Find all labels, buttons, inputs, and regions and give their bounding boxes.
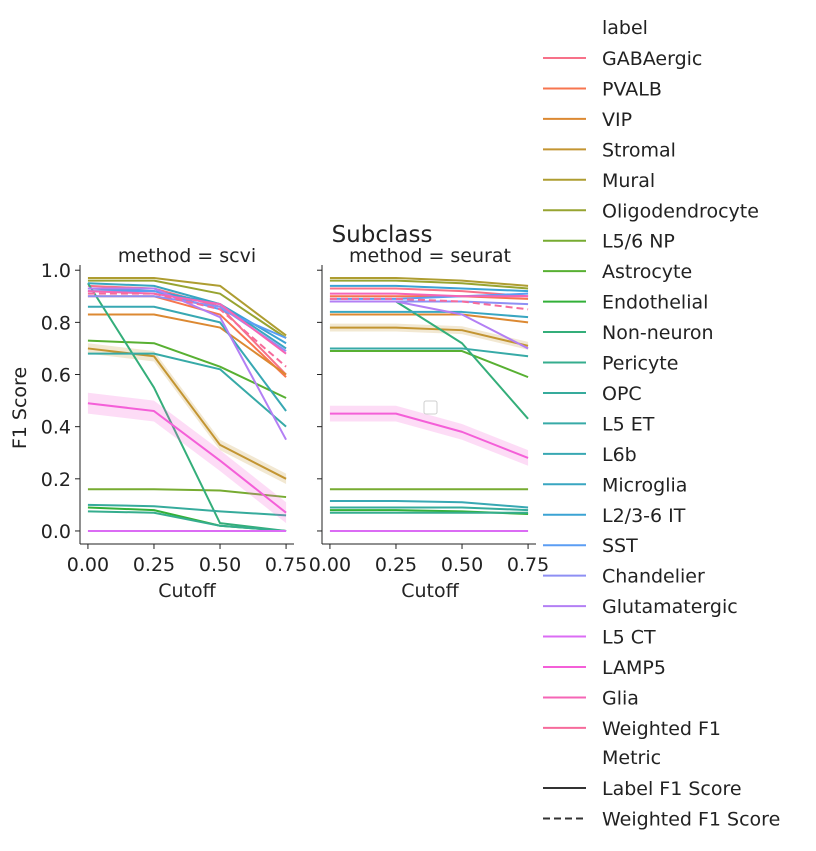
legend-label-pericyte: Pericyte xyxy=(602,353,678,375)
y-tick-label: 0.8 xyxy=(41,312,71,334)
ci-band-stromal xyxy=(87,343,287,485)
legend-label-l2-3-6-it: L2/3-6 IT xyxy=(602,505,686,527)
panel-title-seurat: method = seurat xyxy=(349,245,511,267)
series-line-l2-3-6-it xyxy=(329,284,529,293)
series-line-mural xyxy=(87,277,287,337)
series-line-weighted-f1 xyxy=(329,297,529,311)
legend-label-sst: SST xyxy=(602,535,638,557)
x-tick-label: 0.00 xyxy=(67,554,109,576)
legend-label-oligodendrocyte: Oligodendrocyte xyxy=(602,200,759,222)
series-lines-seurat xyxy=(329,277,529,532)
tick-labels-scvi: 0.00 0.25 0.50 0.75 0.0 0.2 0.4 0.6 0.8 1.0 xyxy=(41,260,307,576)
series-line-astrocyte xyxy=(87,339,287,399)
series-line-non-neuron xyxy=(87,282,287,532)
legend-metric-weighted-f1-score: Weighted F1 Score xyxy=(602,809,780,831)
legend-metric-label-f1-score: Label F1 Score xyxy=(602,778,742,800)
panel-title-scvi: method = scvi xyxy=(118,245,256,267)
x-tick-label: 0.75 xyxy=(265,554,307,576)
series-line-microglia xyxy=(87,282,287,350)
x-tick-label: 0.50 xyxy=(199,554,241,576)
legend-label-stromal: Stromal xyxy=(602,139,676,161)
series-line-l6b xyxy=(329,499,529,509)
panel-seurat: method = seurat Cutoff 0.00 0.25 0.50 0.75 xyxy=(309,245,549,602)
legend-label-l5-ct: L5 CT xyxy=(602,627,656,649)
series-line-l5-6-np xyxy=(87,488,287,499)
series-line-glia xyxy=(329,292,529,298)
series-line-glia xyxy=(87,290,287,355)
series-line-vip xyxy=(329,313,529,324)
series-line-l5-et xyxy=(87,352,287,428)
legend-label-chandelier: Chandelier xyxy=(602,566,705,588)
series-lines-scvi xyxy=(87,277,287,532)
series-line-glutamatergic xyxy=(329,300,529,350)
legend-metric-entries: Label F1 Score Weighted F1 Score xyxy=(543,778,780,831)
series-line-opc xyxy=(329,506,529,512)
series-line-lamp5 xyxy=(329,412,529,459)
series-line-vip xyxy=(87,313,287,376)
legend-label-microglia: Microglia xyxy=(602,474,687,496)
ci-band-lamp5 xyxy=(329,405,529,466)
series-line-pericyte xyxy=(87,510,287,532)
panel-scvi: method = scvi Cutoff 0.00 0.25 0.50 0.750.0… xyxy=(41,245,307,602)
empty-legend-box xyxy=(423,400,438,415)
series-line-oligodendrocyte xyxy=(87,279,287,339)
legend-title-label: label xyxy=(602,17,648,39)
series-line-pvalb xyxy=(87,295,287,378)
x-tick-label: 0.00 xyxy=(309,554,351,576)
series-line-pvalb xyxy=(329,295,529,300)
legend-label-glia: Glia xyxy=(602,687,639,709)
series-line-weighted-f1 xyxy=(87,292,287,368)
ci-band-lamp5 xyxy=(87,392,287,524)
legend-label-mural: Mural xyxy=(602,170,655,192)
series-line-oligodendrocyte xyxy=(329,279,529,290)
legend-label-l6b: L6b xyxy=(602,444,637,466)
legend-label-weighted-f1: Weighted F1 xyxy=(602,718,721,740)
series-line-opc xyxy=(87,503,287,517)
legend-label-entries: GABAergic PVALB VIP Stromal Mural Oligodendro… xyxy=(543,48,759,740)
y-tick-label: 0.4 xyxy=(41,417,71,439)
tick-labels-seurat: 0.00 0.25 0.50 0.75 xyxy=(309,269,549,576)
series-line-l6b xyxy=(87,305,287,412)
series-line-astrocyte xyxy=(329,350,529,379)
series-line-mural xyxy=(329,277,529,287)
legend-title-metric: Metric xyxy=(602,747,661,769)
legend-label-l5-6-np: L5/6 NP xyxy=(602,231,675,253)
series-line-microglia xyxy=(329,310,529,319)
legend-label-gabaergic: GABAergic xyxy=(602,48,702,70)
legend-label-pvalb: PVALB xyxy=(602,78,662,100)
x-tick-label: 0.25 xyxy=(375,554,417,576)
x-axis-label-seurat: Cutoff xyxy=(401,580,459,602)
legend-label-opc: OPC xyxy=(602,383,642,405)
legend-label-astrocyte: Astrocyte xyxy=(602,261,692,283)
x-tick-label: 0.50 xyxy=(441,554,483,576)
legend-label-endothelial: Endothelial xyxy=(602,292,708,314)
legend-label-l5-et: L5 ET xyxy=(602,413,655,435)
series-line-l5-et xyxy=(329,347,529,358)
series-line-glutamatergic xyxy=(87,287,287,441)
legend: label GABAergic PVALB VIP Stromal Mural Oligo… xyxy=(543,17,780,831)
y-tick-label: 1.0 xyxy=(41,260,71,282)
y-tick-label: 0.0 xyxy=(41,521,71,543)
legend-label-vip: VIP xyxy=(602,109,632,131)
figure-suptitle: Subclass xyxy=(332,222,433,248)
legend-label-non-neuron: Non-neuron xyxy=(602,322,714,344)
y-axis-label: F1 Score xyxy=(9,367,31,449)
x-axis-label-scvi: Cutoff xyxy=(158,580,216,602)
series-line-gabaergic xyxy=(329,287,529,298)
series-line-stromal xyxy=(87,347,287,480)
y-tick-label: 0.6 xyxy=(41,365,71,387)
series-line-lamp5 xyxy=(87,402,287,514)
x-tick-label: 0.25 xyxy=(133,554,175,576)
y-tick-label: 0.2 xyxy=(41,469,71,491)
legend-label-glutamatergic: Glutamatergic xyxy=(602,596,738,618)
ci-band-stromal xyxy=(329,323,529,350)
series-line-stromal xyxy=(329,326,529,347)
series-line-sst xyxy=(87,290,287,339)
x-tick-label: 0.75 xyxy=(507,554,549,576)
legend-label-lamp5: LAMP5 xyxy=(602,657,666,679)
